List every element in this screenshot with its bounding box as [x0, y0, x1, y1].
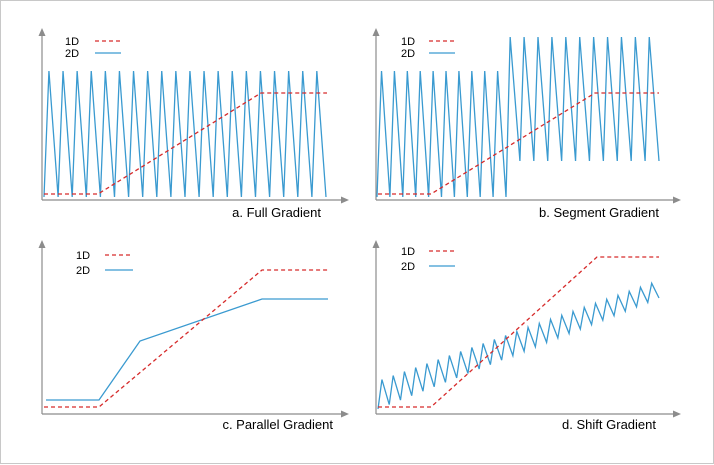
panel-b-y-arrow	[372, 28, 380, 36]
panel-a-x-arrow	[341, 196, 349, 204]
panel-d-legend-2d-label: 2D	[401, 261, 415, 273]
panel-c-caption: c. Parallel Gradient	[222, 417, 333, 432]
panel-d-caption: d. Shift Gradient	[562, 417, 656, 432]
panel-d-x-arrow	[673, 410, 681, 418]
panel-d-legend-1d-label: 1D	[401, 246, 415, 258]
panel-b-1d-line	[378, 92, 659, 195]
panel-a-legend-1d-label: 1D	[65, 36, 79, 48]
panel-c: 1D 2D c. Parallel Gradient	[38, 240, 349, 432]
panel-b-legend-1d-label: 1D	[401, 36, 415, 48]
panel-a-caption: a. Full Gradient	[232, 205, 321, 220]
panel-c-x-arrow	[341, 410, 349, 418]
panel-b-x-arrow	[673, 196, 681, 204]
panel-b-legend-2d-label: 2D	[401, 48, 415, 60]
panel-d-2d-line	[377, 281, 660, 410]
panel-a: 1D 2D a. Full Gradient	[38, 28, 349, 220]
panel-d-1d-line	[378, 256, 659, 408]
panel-a-2d-line	[43, 70, 327, 198]
panel-b-2d-line	[376, 36, 660, 198]
panel-a-1d-line	[44, 92, 327, 195]
panel-c-1d-line	[44, 269, 328, 408]
panel-a-legend-2d-label: 2D	[65, 48, 79, 60]
panel-d: 1D 2D d. Shift Gradient	[372, 240, 681, 432]
panel-b: 1D 2D b. Segment Gradient	[372, 28, 681, 220]
panel-c-legend-1d-label: 1D	[76, 250, 90, 262]
panel-c-legend-2d-label: 2D	[76, 265, 90, 277]
panel-b-caption: b. Segment Gradient	[539, 205, 659, 220]
panel-a-y-arrow	[38, 28, 46, 36]
panel-c-y-arrow	[38, 240, 46, 248]
panel-d-y-arrow	[372, 240, 380, 248]
panel-c-2d-line	[46, 298, 328, 401]
